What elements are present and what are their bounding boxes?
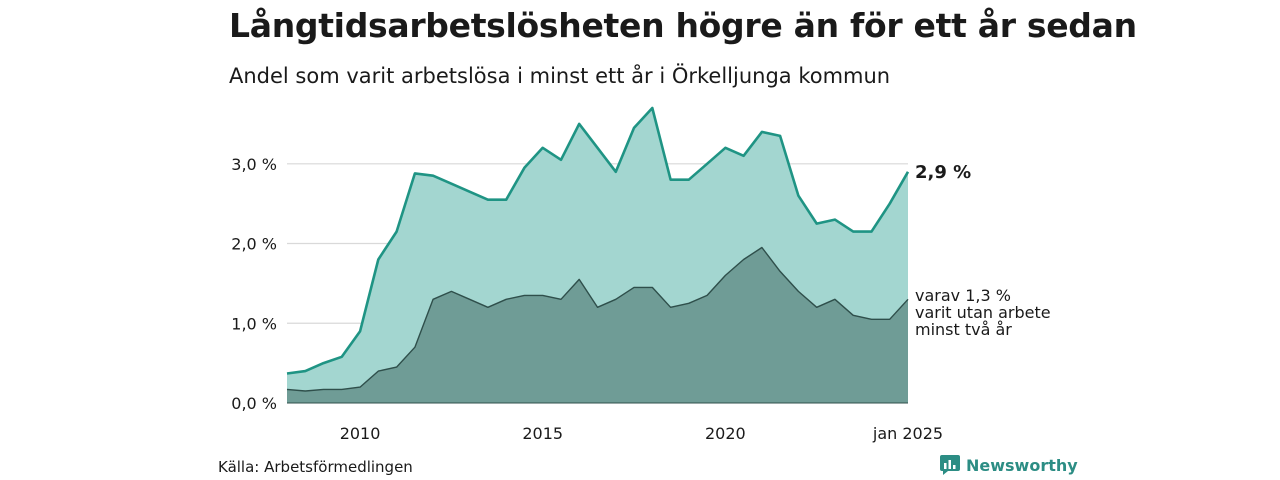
chart-subtitle: Andel som varit arbetslösa i minst ett å… <box>229 64 891 88</box>
two_year-area <box>287 247 908 403</box>
x-tick-label: jan 2025 <box>872 424 943 443</box>
y-tick-label: 2,0 % <box>231 235 277 254</box>
x-tick-label: 2015 <box>522 424 563 443</box>
two_year-line <box>286 246 909 392</box>
two-year-end-label: varit utan arbete <box>915 303 1051 322</box>
two-year-end-label: minst två år <box>915 320 1012 339</box>
y-tick-label: 3,0 % <box>231 155 277 174</box>
two-year-end-label: varav 1,3 % <box>915 286 1011 305</box>
axes: 0,0 % 1,0 % 2,0 % 3,0 % 2010 2015 2020 jan 2025 <box>231 155 943 443</box>
source-note: Källa: Arbetsförmedlingen <box>218 458 413 476</box>
newsworthy-logo-icon <box>940 455 960 475</box>
brand-logo: Newsworthy <box>940 455 1078 475</box>
y-tick-label: 1,0 % <box>231 314 277 333</box>
x-tick-label: 2010 <box>340 424 381 443</box>
y-tick-label: 0,0 % <box>231 394 277 413</box>
chart-title: Långtidsarbetslösheten högre än för ett … <box>229 6 1137 45</box>
total-end-label: 2,9 % <box>915 162 971 183</box>
x-tick-label: 2020 <box>705 424 746 443</box>
total-line <box>286 106 910 375</box>
brand-name: Newsworthy <box>966 455 1078 475</box>
area-series <box>286 106 910 403</box>
